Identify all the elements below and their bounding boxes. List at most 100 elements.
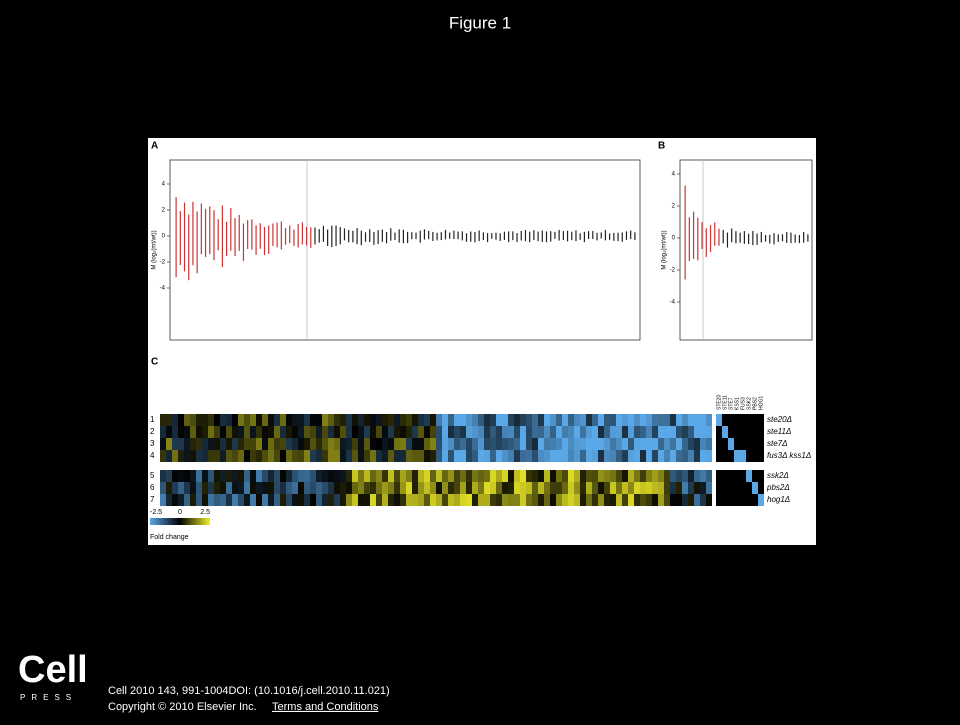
heatmap-cell xyxy=(722,470,728,482)
heatmap-cell xyxy=(556,482,562,494)
heatmap-cell xyxy=(352,426,358,438)
heatmap-cell xyxy=(562,470,568,482)
heatmap-cell xyxy=(550,482,556,494)
heatmap-cell xyxy=(286,482,292,494)
heatmap-cell xyxy=(268,414,274,426)
heatmap-cell xyxy=(484,494,490,506)
heatmap-cell xyxy=(190,494,196,506)
heatmap-cell xyxy=(454,426,460,438)
heatmap-cell xyxy=(328,438,334,450)
heatmap-cell xyxy=(268,470,274,482)
heatmap-cell xyxy=(292,438,298,450)
heatmap-cell xyxy=(670,414,676,426)
heatmap-cell xyxy=(412,426,418,438)
heatmap-cell xyxy=(400,470,406,482)
heatmap-cell xyxy=(196,470,202,482)
heatmap-cell xyxy=(424,438,430,450)
heatmap-cell xyxy=(758,494,764,506)
heatmap-cell xyxy=(166,438,172,450)
heatmap-cell xyxy=(352,414,358,426)
heatmap-cell xyxy=(346,414,352,426)
heatmap-cell xyxy=(682,426,688,438)
terms-link[interactable]: Terms and Conditions xyxy=(272,701,379,713)
heatmap-cell xyxy=(334,494,340,506)
heatmap-cell xyxy=(640,482,646,494)
heatmap-cell xyxy=(262,426,268,438)
heatmap-cell xyxy=(262,470,268,482)
heatmap-cell xyxy=(634,482,640,494)
heatmap-cell xyxy=(454,438,460,450)
heatmap-cell xyxy=(508,470,514,482)
heatmap-cell xyxy=(340,438,346,450)
heatmap-cell xyxy=(484,414,490,426)
heatmap-cell xyxy=(214,482,220,494)
heatmap-cell xyxy=(184,426,190,438)
heatmap-cell xyxy=(400,450,406,462)
heatmap-cell xyxy=(616,470,622,482)
heatmap-cell xyxy=(728,426,734,438)
heatmap-cell xyxy=(598,494,604,506)
heatmap-cell xyxy=(208,450,214,462)
heatmap-cell xyxy=(574,414,580,426)
heatmap-cell xyxy=(676,426,682,438)
heatmap-cell xyxy=(292,426,298,438)
heatmap-cell xyxy=(658,426,664,438)
heatmap-cell xyxy=(430,482,436,494)
heatmap-cell xyxy=(496,450,502,462)
heatmap-cell xyxy=(574,426,580,438)
heatmap-cell xyxy=(340,482,346,494)
heatmap-cell xyxy=(430,494,436,506)
heatmap-cell xyxy=(196,494,202,506)
heatmap-cell xyxy=(418,426,424,438)
column-label: STE7 xyxy=(728,397,734,410)
heatmap-cell xyxy=(646,450,652,462)
legend-tick: 2.5 xyxy=(200,509,210,516)
heatmap-cell xyxy=(238,450,244,462)
heatmap-cell xyxy=(346,494,352,506)
heatmap-cell xyxy=(274,470,280,482)
heatmap-cell xyxy=(250,426,256,438)
heatmap-cell xyxy=(232,450,238,462)
heatmap-cell xyxy=(286,494,292,506)
heatmap-cell xyxy=(292,470,298,482)
heatmap-cell xyxy=(238,426,244,438)
heatmap-cell xyxy=(382,414,388,426)
heatmap-cell xyxy=(490,438,496,450)
heatmap-cell xyxy=(286,414,292,426)
heatmap-cell xyxy=(418,438,424,450)
heatmap-cell xyxy=(184,414,190,426)
heatmap-cell xyxy=(646,426,652,438)
heatmap-cell xyxy=(700,470,706,482)
y-tick-label: 0 xyxy=(672,236,676,242)
heatmap-cell xyxy=(664,482,670,494)
heatmap-cell xyxy=(256,482,262,494)
heatmap-cell xyxy=(670,482,676,494)
heatmap-cell xyxy=(340,426,346,438)
heatmap-cell xyxy=(634,470,640,482)
heatmap-cell xyxy=(746,414,752,426)
heatmap-cell xyxy=(196,482,202,494)
heatmap-cell xyxy=(700,438,706,450)
heatmap-cell xyxy=(652,482,658,494)
heatmap-cell xyxy=(676,414,682,426)
heatmap-cell xyxy=(376,470,382,482)
heatmap-cell xyxy=(562,426,568,438)
heatmap-cell xyxy=(466,482,472,494)
heatmap-cell xyxy=(454,470,460,482)
heatmap-cell xyxy=(740,414,746,426)
heatmap-cell xyxy=(490,470,496,482)
heatmap-cell xyxy=(658,482,664,494)
heatmap-cell xyxy=(394,470,400,482)
heatmap-cell xyxy=(442,426,448,438)
heatmap-cell xyxy=(322,438,328,450)
heatmap-cell xyxy=(538,438,544,450)
row-number: 3 xyxy=(150,439,155,448)
heatmap-cell xyxy=(758,470,764,482)
heatmap-cell xyxy=(514,426,520,438)
heatmap-cell xyxy=(484,450,490,462)
heatmap-cell xyxy=(388,482,394,494)
heatmap-cell xyxy=(364,482,370,494)
heatmap-cell xyxy=(190,414,196,426)
heatmap-cell xyxy=(190,438,196,450)
heatmap-cell xyxy=(406,438,412,450)
